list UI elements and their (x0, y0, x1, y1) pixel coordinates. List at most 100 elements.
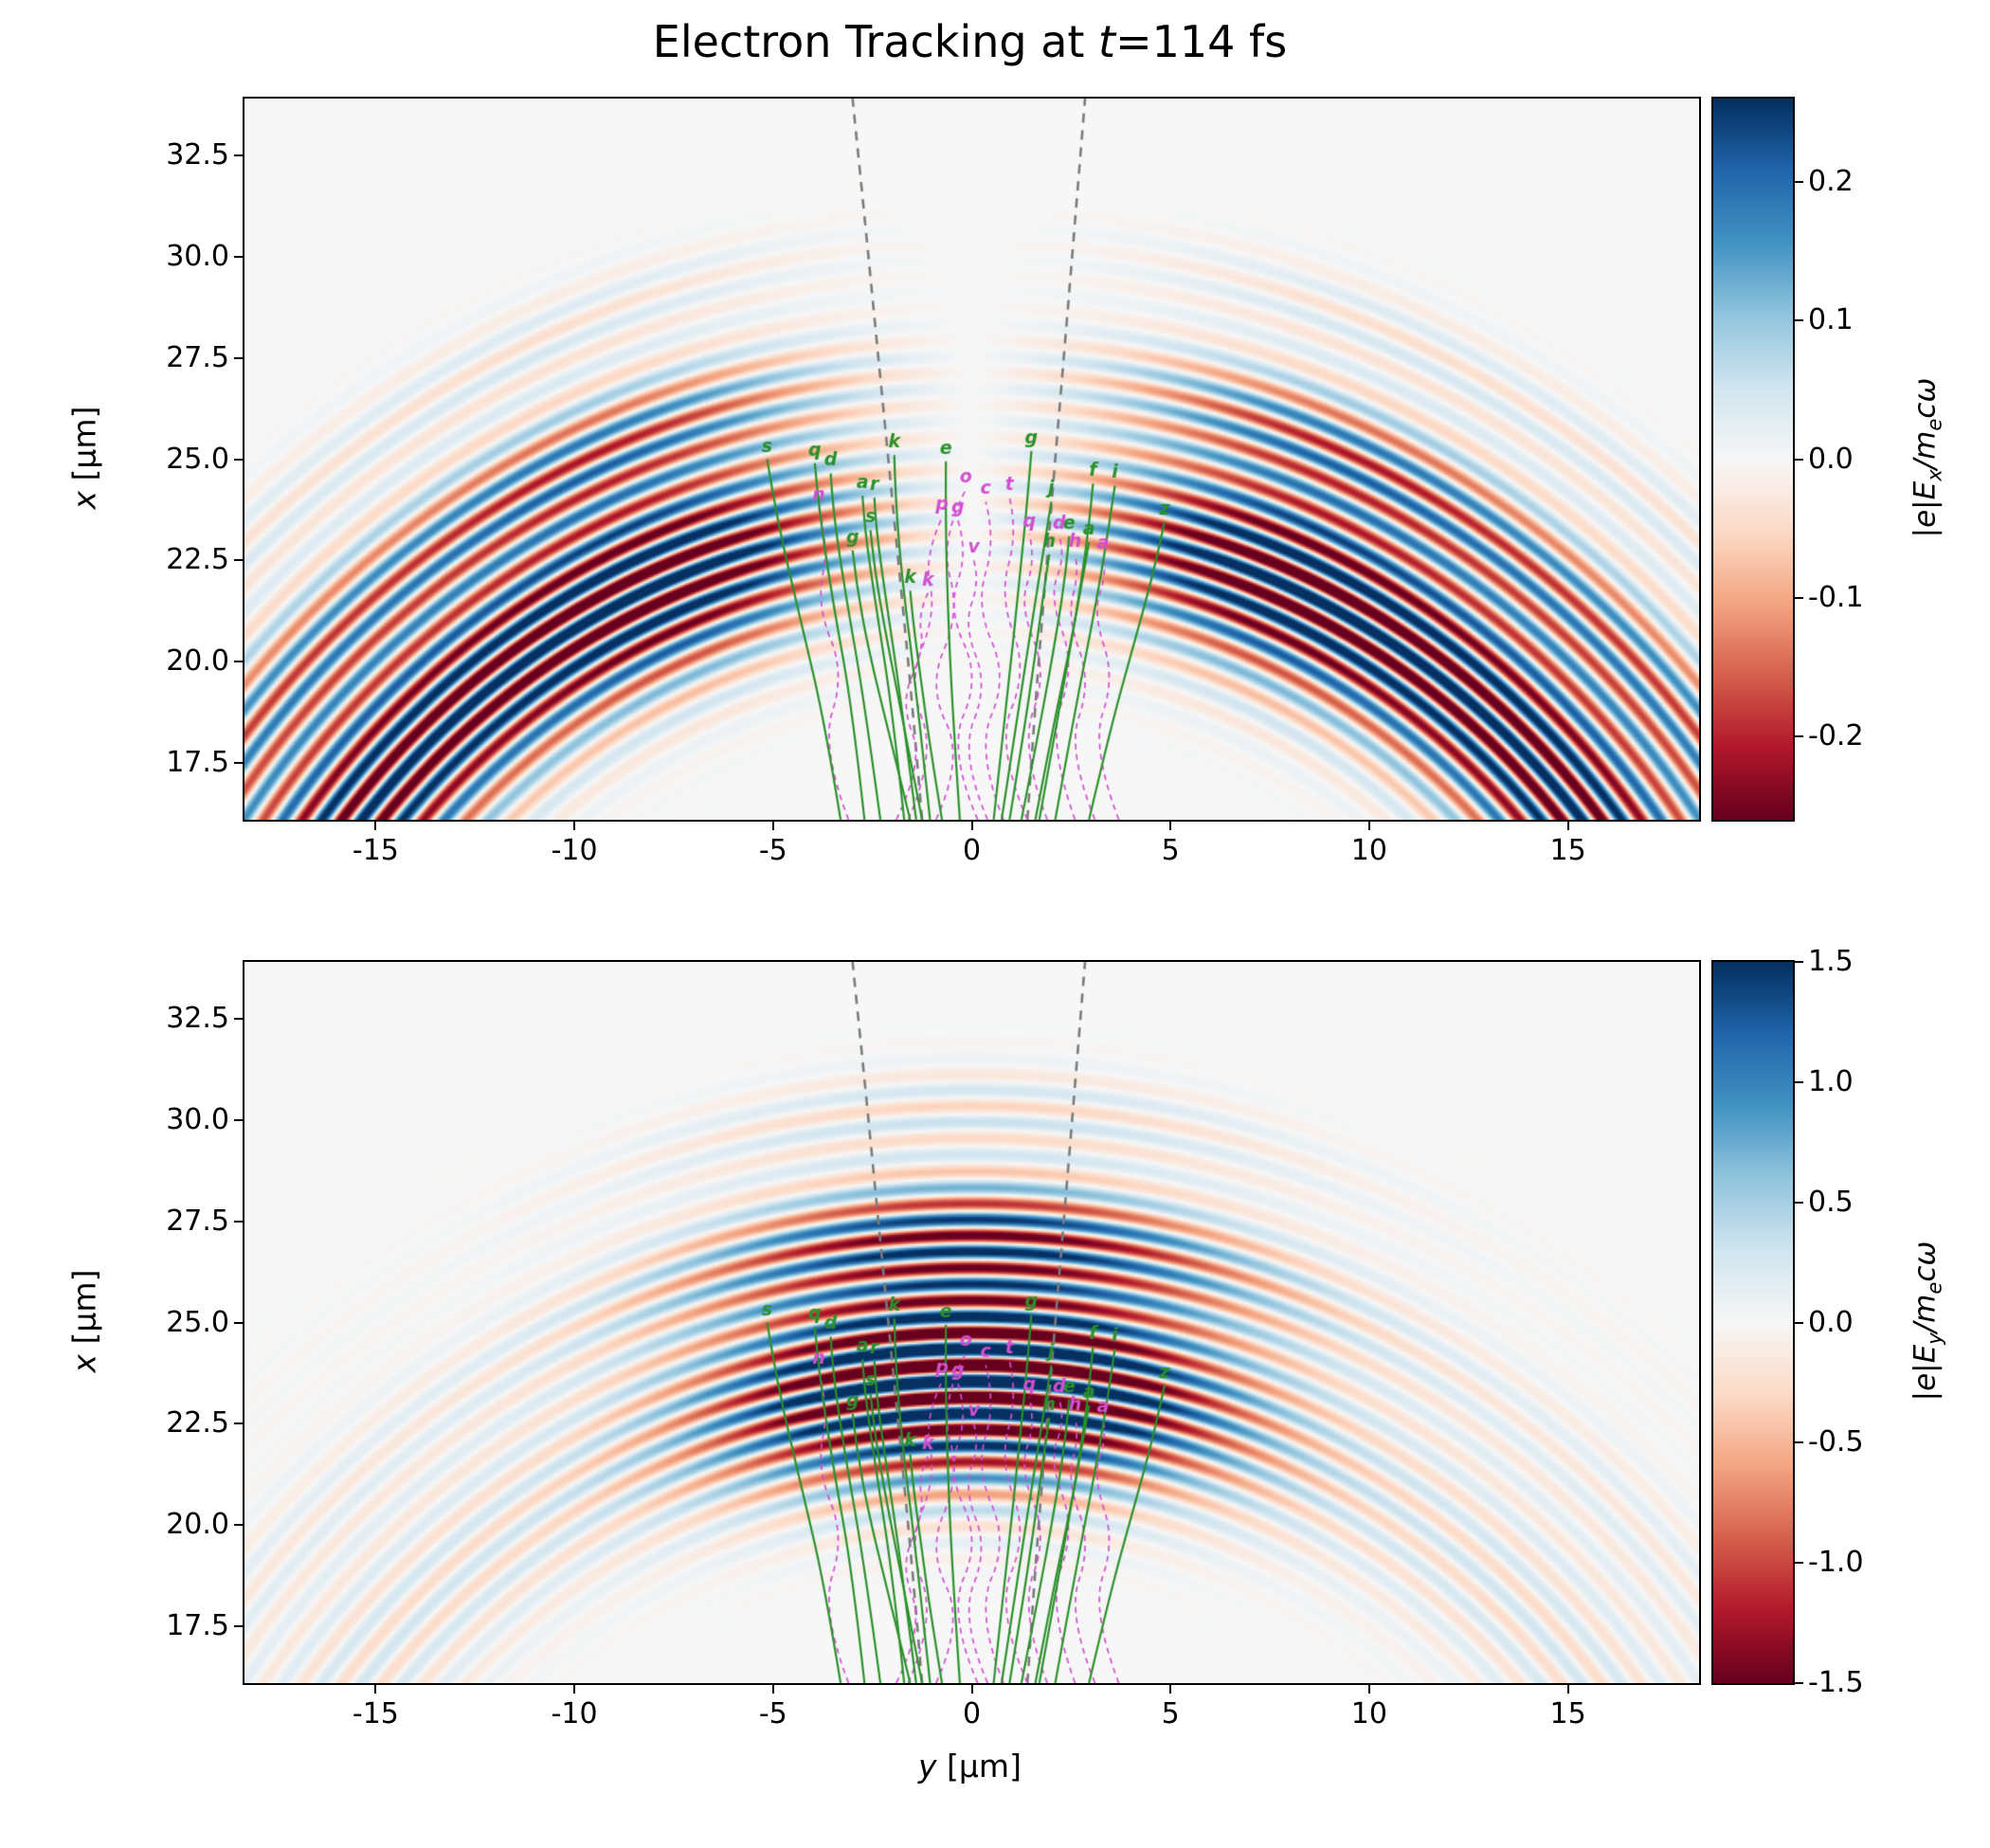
colorbar-tick-mark (1795, 961, 1803, 963)
x-tick-label: 0 (962, 834, 982, 867)
colorbar-tick-label: -0.5 (1808, 1425, 1864, 1459)
figure-title: Electron Tracking at t=114 fs (243, 17, 1697, 66)
colorbar-tick-label: 0.0 (1808, 1305, 1854, 1339)
y-tick-mark (234, 458, 243, 461)
colorbar-tick-mark (1795, 735, 1803, 738)
heatmap-panel-ex (243, 97, 1701, 822)
y-tick-label: 27.5 (166, 1204, 229, 1238)
x-tick-mark (1367, 1685, 1370, 1694)
colorbar-tick-mark (1795, 1562, 1803, 1565)
y-tick-label: 25.0 (166, 1305, 229, 1339)
y-axis-var-top: x (65, 490, 103, 510)
title-time-variable: t (1098, 16, 1116, 67)
x-tick-mark (573, 822, 576, 830)
x-tick-mark (771, 822, 774, 830)
x-tick-label: 10 (1350, 1697, 1387, 1730)
x-tick-label: 0 (962, 1697, 982, 1730)
colorbar-ey (1711, 960, 1795, 1685)
y-tick-mark (234, 661, 243, 663)
y-tick-label: 22.5 (166, 1406, 229, 1440)
colorbar-tick-mark (1795, 1080, 1803, 1083)
colorbar-tick-mark (1795, 180, 1803, 183)
y-tick-mark (234, 255, 243, 258)
colorbar-tick-label: 0.2 (1808, 164, 1854, 198)
x-tick-mark (1169, 1685, 1172, 1694)
y-tick-mark (234, 1524, 243, 1527)
x-tick-label: -10 (551, 834, 598, 867)
y-tick-label: 30.0 (166, 1102, 229, 1136)
ex-trajectory-overlay (244, 99, 1699, 820)
x-tick-label: 5 (1161, 1697, 1180, 1730)
colorbar-ey-gradient (1713, 962, 1793, 1683)
y-tick-mark (234, 1422, 243, 1425)
y-tick-label: 32.5 (166, 137, 229, 172)
x-tick-label: 10 (1350, 834, 1387, 867)
x-axis-var: y (918, 1748, 937, 1785)
y-axis-label-bottom: x [μm] (65, 961, 105, 1682)
colorbar-tick-label: 0.1 (1808, 303, 1854, 337)
y-tick-mark (234, 1220, 243, 1223)
y-tick-label: 22.5 (166, 543, 229, 577)
x-tick-label: 5 (1161, 834, 1180, 867)
colorbar-tick-label: 0.5 (1808, 1185, 1854, 1219)
y-tick-label: 20.0 (166, 644, 229, 679)
y-tick-mark (234, 356, 243, 359)
x-tick-label: -5 (758, 834, 787, 867)
x-tick-mark (1566, 822, 1569, 830)
x-tick-mark (573, 1685, 576, 1694)
x-tick-mark (1367, 822, 1370, 830)
heatmap-panel-ey (243, 960, 1701, 1685)
y-tick-mark (234, 1321, 243, 1324)
x-tick-label: -10 (551, 1697, 598, 1730)
colorbar-label-ey: |e|Ey/mecω (1908, 1241, 1946, 1402)
y-axis-var-bottom: x (65, 1353, 103, 1373)
title-prefix: Electron Tracking at (652, 16, 1099, 67)
x-tick-mark (970, 1685, 973, 1694)
colorbar-ex (1711, 97, 1795, 822)
colorbar-tick-mark (1795, 319, 1803, 322)
colorbar-tick-label: 1.0 (1808, 1064, 1854, 1098)
y-tick-mark (234, 559, 243, 562)
colorbar-tick-mark (1795, 458, 1803, 461)
y-tick-label: 17.5 (166, 746, 229, 780)
x-axis-label: y [μm] (243, 1748, 1697, 1785)
colorbar-tick-label: 1.5 (1808, 945, 1854, 978)
x-tick-label: 15 (1549, 834, 1586, 867)
x-tick-mark (970, 822, 973, 830)
colorbar-tick-mark (1795, 1682, 1803, 1684)
y-tick-mark (234, 1625, 243, 1628)
colorbar-tick-label: -1.0 (1808, 1546, 1864, 1580)
y-tick-label: 25.0 (166, 442, 229, 476)
y-tick-label: 20.0 (166, 1508, 229, 1542)
x-tick-mark (771, 1685, 774, 1694)
y-tick-mark (234, 154, 243, 156)
y-tick-mark (234, 762, 243, 765)
x-tick-mark (374, 822, 377, 830)
y-tick-mark (234, 1017, 243, 1020)
y-axis-unit-bottom: [μm] (65, 1269, 103, 1354)
x-axis-unit: [μm] (936, 1748, 1022, 1785)
colorbar-tick-label: -1.5 (1808, 1666, 1864, 1699)
y-tick-label: 17.5 (166, 1609, 229, 1643)
y-tick-label: 32.5 (166, 1001, 229, 1035)
x-tick-label: -5 (758, 1697, 787, 1730)
x-tick-mark (1566, 1685, 1569, 1694)
y-tick-label: 27.5 (166, 340, 229, 374)
y-tick-mark (234, 1118, 243, 1121)
colorbar-tick-mark (1795, 1321, 1803, 1324)
colorbar-tick-mark (1795, 1441, 1803, 1444)
colorbar-label-ex: |e|Ex/mecω (1908, 377, 1946, 538)
colorbar-tick-label: -0.2 (1808, 719, 1864, 753)
ey-trajectory-overlay (244, 962, 1699, 1683)
x-tick-label: 15 (1549, 1697, 1586, 1730)
x-tick-label: -15 (352, 1697, 399, 1730)
y-axis-label-top: x [μm] (65, 98, 105, 819)
y-axis-unit-top: [μm] (65, 406, 103, 491)
x-tick-mark (1169, 822, 1172, 830)
colorbar-tick-label: 0.0 (1808, 442, 1854, 476)
y-tick-label: 30.0 (166, 239, 229, 273)
colorbar-tick-mark (1795, 596, 1803, 599)
colorbar-tick-label: -0.1 (1808, 580, 1864, 614)
x-tick-label: -15 (352, 834, 399, 867)
